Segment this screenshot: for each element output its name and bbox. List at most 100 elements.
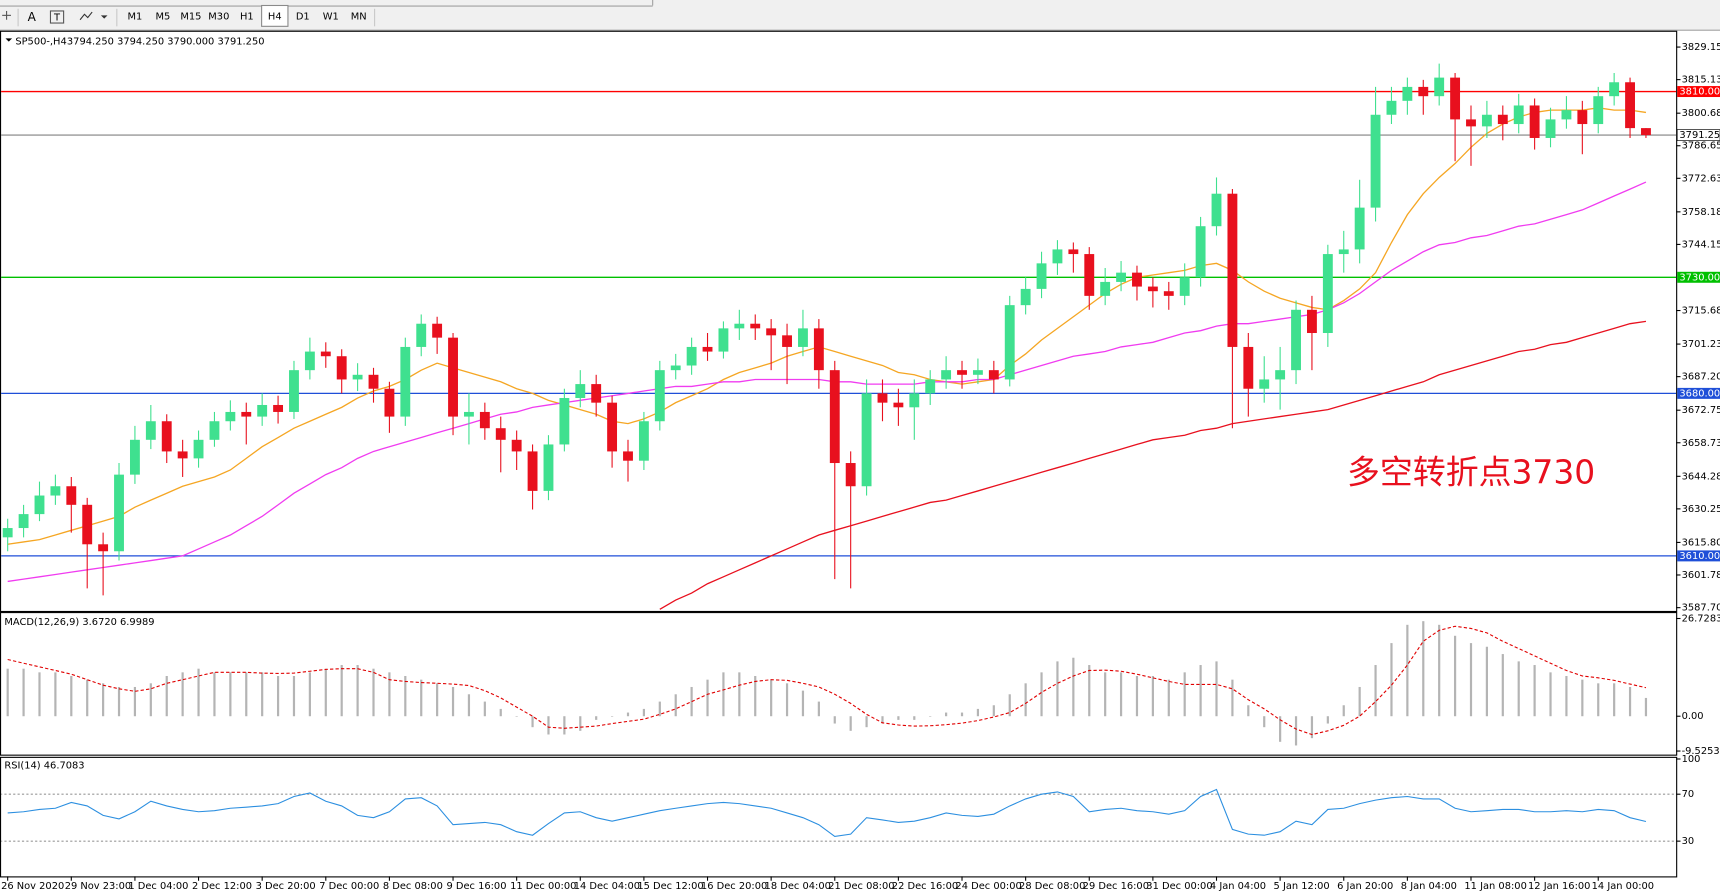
macd-bar bbox=[1183, 672, 1186, 717]
y-tick-label: 70 bbox=[1682, 789, 1695, 800]
macd-bar bbox=[133, 686, 137, 717]
crosshair-icon[interactable] bbox=[2, 10, 11, 20]
candle-body bbox=[400, 346, 411, 417]
y-tick-label: 30 bbox=[1682, 836, 1695, 847]
x-tick-label: 4 Jan 04:00 bbox=[1210, 881, 1266, 892]
x-tick-label: 28 Dec 08:00 bbox=[1019, 881, 1085, 892]
macd-bar bbox=[1199, 665, 1202, 717]
rsi-panel: RSI(14) 46.7083 bbox=[0, 756, 1678, 878]
candle-body bbox=[98, 544, 109, 552]
macd-bar bbox=[1358, 686, 1361, 717]
objects-menu[interactable] bbox=[79, 11, 108, 21]
candle-body bbox=[1561, 110, 1572, 120]
candle-body bbox=[368, 374, 379, 389]
candle-body bbox=[304, 351, 315, 371]
candle-body bbox=[1020, 288, 1031, 306]
candle-body bbox=[114, 474, 124, 552]
macd-bar bbox=[276, 676, 280, 717]
candle-body bbox=[766, 328, 777, 336]
macd-panel: MACD(12,26,9) 3.6720 6.9989 bbox=[0, 612, 1678, 756]
macd-bar bbox=[292, 676, 296, 717]
period-button[interactable]: M30 bbox=[208, 11, 229, 22]
macd-bar bbox=[1581, 679, 1584, 717]
macd-bar bbox=[1263, 716, 1266, 728]
candle-body bbox=[702, 346, 713, 352]
candle-body bbox=[273, 404, 284, 412]
x-tick-label: 11 Jan 08:00 bbox=[1464, 881, 1526, 892]
candle-body bbox=[464, 411, 474, 417]
candle-body bbox=[1593, 96, 1604, 125]
macd-bar bbox=[579, 716, 582, 731]
level-tag bbox=[1677, 387, 1720, 399]
price-plot bbox=[1, 63, 1677, 610]
label-tool-frame[interactable] bbox=[49, 10, 65, 24]
macd-bar bbox=[1104, 672, 1107, 717]
candle-body bbox=[1402, 86, 1413, 101]
candle-body bbox=[591, 384, 602, 403]
period-button[interactable]: H4 bbox=[268, 11, 282, 22]
macd-bar bbox=[420, 679, 423, 717]
period-button[interactable]: W1 bbox=[323, 11, 339, 22]
period-button[interactable]: M1 bbox=[128, 11, 143, 22]
macd-bar bbox=[38, 672, 41, 717]
period-button[interactable]: M5 bbox=[156, 11, 171, 22]
x-tick-label: 11 Dec 00:00 bbox=[510, 881, 576, 892]
text-tool[interactable]: A bbox=[28, 10, 37, 24]
macd-bar bbox=[674, 694, 677, 717]
macd-bar bbox=[1088, 665, 1091, 717]
y-tick-label: 3701.230 bbox=[1682, 339, 1720, 350]
y-tick-label: 3587.705 bbox=[1682, 603, 1720, 614]
candle-body bbox=[1036, 263, 1047, 289]
macd-bar bbox=[610, 716, 614, 717]
macd-bar bbox=[54, 672, 57, 717]
candle-body bbox=[416, 323, 427, 347]
candle-body bbox=[479, 411, 490, 429]
candle-body bbox=[320, 351, 331, 357]
rsi-plot bbox=[1, 788, 1677, 842]
candle-body bbox=[1322, 254, 1333, 334]
panel-frame bbox=[0, 756, 1678, 878]
period-button[interactable]: MN bbox=[351, 11, 367, 22]
candle-body bbox=[289, 370, 299, 412]
macd-bar bbox=[1390, 643, 1393, 717]
macd-bar bbox=[1310, 716, 1314, 739]
macd-bar bbox=[1072, 657, 1075, 717]
macd-bar bbox=[483, 701, 486, 717]
macd-bar bbox=[467, 694, 471, 717]
x-tick-label: 24 Dec 00:00 bbox=[955, 881, 1021, 892]
candle-body bbox=[1545, 119, 1556, 138]
x-tick-label: 16 Dec 20:00 bbox=[701, 881, 767, 892]
period-button[interactable]: M15 bbox=[180, 11, 201, 22]
candle-body bbox=[877, 393, 888, 403]
macd-bar bbox=[1533, 665, 1536, 717]
y-tick-label: 3815.130 bbox=[1682, 75, 1720, 86]
candle-body bbox=[82, 504, 93, 545]
y-tick-label: 3687.205 bbox=[1682, 372, 1720, 383]
period-button[interactable]: D1 bbox=[296, 11, 310, 22]
candle-body bbox=[972, 370, 983, 375]
macd-bar bbox=[945, 712, 948, 717]
y-tick-label: 3786.655 bbox=[1682, 141, 1720, 152]
macd-bar bbox=[181, 672, 184, 717]
toolbar: A T M1 M5 M15 M30 H1 H4 D1 W1 MN bbox=[0, 0, 1720, 31]
toolbar-bg bbox=[0, 0, 1720, 30]
macd-bar bbox=[1151, 676, 1154, 717]
macd-bar bbox=[563, 716, 566, 735]
candle-body bbox=[638, 421, 649, 461]
macd-bar bbox=[1469, 643, 1473, 717]
label-tool[interactable]: T bbox=[53, 13, 61, 24]
y-tick-label: 3829.155 bbox=[1682, 42, 1720, 53]
candle-body bbox=[1625, 82, 1635, 129]
candle-body bbox=[686, 346, 697, 366]
x-tick-label: 8 Jan 04:00 bbox=[1401, 881, 1457, 892]
candle-body bbox=[798, 328, 808, 347]
main-panel: SP500-,H4 3794.250 3794.250 3790.000 379… bbox=[0, 30, 1678, 613]
macd-bar bbox=[801, 690, 805, 717]
x-tick-label: 29 Dec 16:00 bbox=[1083, 881, 1149, 892]
period-button[interactable]: H1 bbox=[240, 11, 254, 22]
candle-body bbox=[1275, 370, 1286, 380]
candle-body bbox=[1386, 100, 1397, 115]
candle-body bbox=[1497, 114, 1508, 125]
candle-body bbox=[1195, 226, 1206, 278]
